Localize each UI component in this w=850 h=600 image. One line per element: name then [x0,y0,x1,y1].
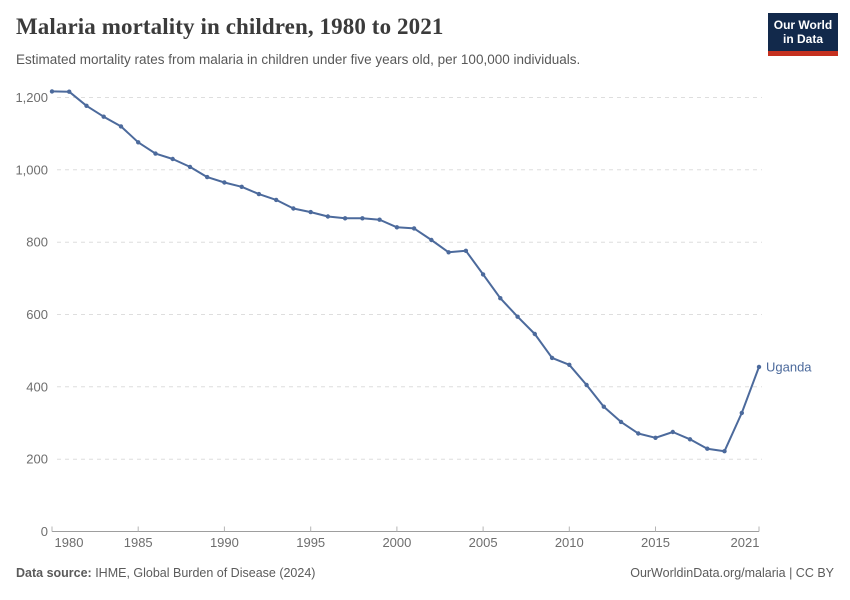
owid-logo: Our World in Data [768,13,838,56]
data-point [136,140,141,145]
data-point [515,314,520,319]
data-point [67,89,72,94]
data-point [394,225,400,230]
y-axis-tick-label: 0 [41,524,48,539]
data-point [308,209,313,215]
data-source-text: IHME, Global Burden of Disease (2024) [91,566,316,580]
data-point [222,180,227,185]
data-point [705,446,710,451]
data-point [325,214,331,219]
line-chart: 0 200 400 600 800 1,000 1,200 1980 1985 1990 1995 2… [15,89,812,550]
data-point [205,174,210,180]
data-point [653,435,658,440]
x-axis-tick-label: 2015 [641,535,670,550]
chart-subtitle: Estimated mortality rates from malaria i… [16,52,581,67]
data-point [153,151,158,156]
data-point [463,248,469,253]
owid-logo-line2: in Data [782,32,823,46]
data-point [532,331,537,337]
owid-logo-line1: Our World [773,18,833,32]
data-point [584,382,589,388]
x-axis-tick-label: 1985 [124,535,153,550]
x-axis-tick-label: 2005 [469,535,498,550]
y-axis-tick-label: 200 [26,452,48,467]
data-point [291,206,296,211]
data-point [498,296,503,301]
data-point [549,355,555,361]
y-axis-tick-label: 600 [26,307,48,322]
y-axis-tick-label: 1,200 [15,90,48,105]
data-point [118,124,124,129]
x-axis-tick-label: 2000 [382,535,411,550]
data-point [411,226,417,231]
x-axis-tick-label: 2010 [555,535,584,550]
data-point [446,250,451,255]
data-point [636,431,641,436]
owid-logo-box: Our World in Data [768,13,838,51]
data-point [429,237,434,243]
data-point [739,410,744,416]
data-line-uganda [51,90,760,453]
data-point [187,164,193,170]
data-point [49,89,55,94]
data-point [480,272,486,277]
data-point [256,191,262,197]
owid-logo-red-bar [768,51,838,56]
data-point [670,429,675,435]
chart-footer: Data source: IHME, Global Burden of Dise… [0,566,850,580]
data-point [360,216,365,221]
data-point [567,362,572,367]
data-point [170,156,175,162]
y-axis-tick-label: 1,000 [15,162,48,177]
y-axis-tick-label: 400 [26,379,48,394]
series-end-label: Uganda [766,359,812,374]
x-axis-tick-label: 1980 [55,535,84,550]
y-axis-tick-label: 800 [26,235,48,250]
data-source-label: Data source: [16,566,92,580]
data-point [342,216,348,221]
data-source: Data source: IHME, Global Burden of Dise… [16,566,315,580]
data-point [601,404,606,409]
data-point [618,419,624,425]
data-point [756,364,762,370]
data-point [84,103,89,108]
data-point [722,449,727,454]
data-point [239,184,244,189]
x-axis-tick-label: 2021 [731,535,760,550]
credit-link[interactable]: OurWorldinData.org/malaria | CC BY [630,566,834,580]
data-point [274,197,279,203]
data-point [377,217,382,222]
data-point [101,114,106,119]
page-title: Malaria mortality in children, 1980 to 2… [16,14,444,39]
data-point [687,437,693,442]
x-axis-tick-label: 1995 [296,535,325,550]
x-axis-tick-label: 1990 [210,535,239,550]
